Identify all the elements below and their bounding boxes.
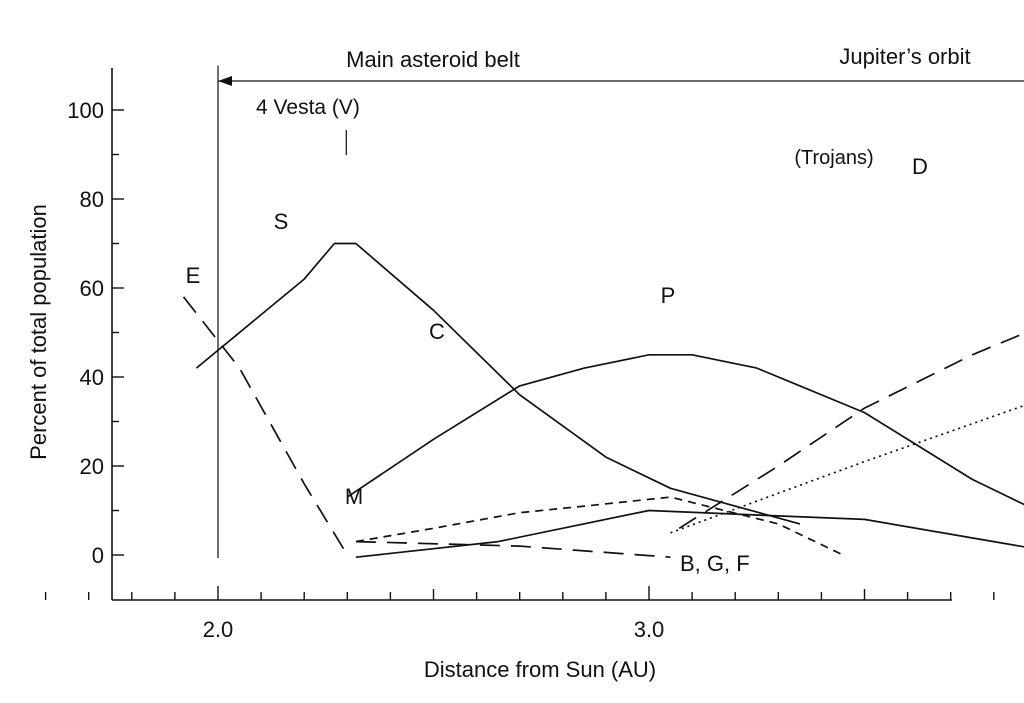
vesta-label: 4 Vesta (V) xyxy=(256,96,360,119)
series-label-d: D xyxy=(912,154,928,179)
series-label-m: M xyxy=(345,484,363,509)
x-axis-label: Distance from Sun (AU) xyxy=(424,657,656,682)
x-tick-label: 3.0 xyxy=(634,617,665,642)
series-label-e: E xyxy=(186,263,201,288)
series-label-p: P xyxy=(661,283,676,308)
series-label-bgf: B, G, F xyxy=(680,551,750,576)
jupiters-orbit-label: Jupiter’s orbit xyxy=(839,44,970,69)
y-tick-label: 80 xyxy=(80,187,104,212)
trojans-label: (Trojans) xyxy=(794,147,873,169)
y-tick-label: 100 xyxy=(67,98,104,123)
s-series-line xyxy=(195,242,801,525)
series-label-s: S xyxy=(274,209,289,234)
e2-series-line xyxy=(355,540,671,559)
y-tick-label: 20 xyxy=(80,454,104,479)
b-g-f-series-line xyxy=(355,509,1024,559)
y-axis-label: Percent of total population xyxy=(26,204,51,460)
main-asteroid-belt-label: Main asteroid belt xyxy=(346,47,520,72)
y-tick-label: 0 xyxy=(92,543,104,568)
y-tick-label: 40 xyxy=(80,365,104,390)
p-series-line xyxy=(678,332,1024,530)
c-series-line xyxy=(346,353,1024,506)
x-tick-label: 2.0 xyxy=(203,617,234,642)
belt-arrow-head-left xyxy=(218,76,232,86)
m-series-line xyxy=(355,496,844,556)
e-series-line xyxy=(182,296,349,556)
y-tick-label: 60 xyxy=(80,276,104,301)
series-label-c: C xyxy=(429,319,445,344)
